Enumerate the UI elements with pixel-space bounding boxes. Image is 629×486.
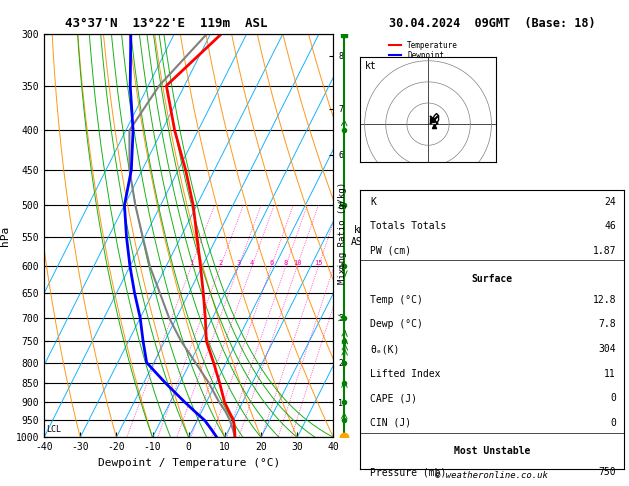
Text: 8: 8 (284, 260, 288, 266)
Text: 12.8: 12.8 (593, 295, 616, 305)
Text: K: K (370, 196, 376, 207)
Legend: Temperature, Dewpoint, Parcel Trajectory, Dry Adiabat, Wet Adiabat, Isotherm, Mi: Temperature, Dewpoint, Parcel Trajectory… (386, 38, 489, 114)
Text: 11: 11 (604, 369, 616, 379)
Text: CAPE (J): CAPE (J) (370, 393, 418, 403)
Text: 1: 1 (189, 260, 193, 266)
Text: 0: 0 (610, 418, 616, 428)
Text: Totals Totals: Totals Totals (370, 221, 447, 231)
Y-axis label: hPa: hPa (0, 226, 10, 246)
Text: 24: 24 (604, 196, 616, 207)
Text: Temp (°C): Temp (°C) (370, 295, 423, 305)
Text: 10: 10 (293, 260, 301, 266)
Text: 43°37'N  13°22'E  119m  ASL: 43°37'N 13°22'E 119m ASL (65, 17, 268, 30)
Text: 304: 304 (598, 344, 616, 354)
Text: θₑ(K): θₑ(K) (370, 344, 400, 354)
Text: Surface: Surface (471, 274, 513, 284)
Text: 46: 46 (604, 221, 616, 231)
Text: Dewp (°C): Dewp (°C) (370, 319, 423, 330)
Text: Lifted Index: Lifted Index (370, 369, 441, 379)
Text: PW (cm): PW (cm) (370, 246, 411, 256)
Text: LCL: LCL (46, 425, 61, 434)
Text: 0: 0 (610, 393, 616, 403)
Text: CIN (J): CIN (J) (370, 418, 411, 428)
Text: kt: kt (365, 61, 376, 71)
Text: 7.8: 7.8 (598, 319, 616, 330)
Text: 15: 15 (314, 260, 323, 266)
Text: 4: 4 (250, 260, 254, 266)
Text: © weatheronline.co.uk: © weatheronline.co.uk (435, 471, 548, 480)
Text: 3: 3 (237, 260, 241, 266)
Text: Most Unstable: Most Unstable (454, 446, 530, 456)
Text: Pressure (mb): Pressure (mb) (370, 467, 447, 477)
Text: 6: 6 (269, 260, 274, 266)
Text: 30.04.2024  09GMT  (Base: 18): 30.04.2024 09GMT (Base: 18) (389, 17, 595, 30)
X-axis label: Dewpoint / Temperature (°C): Dewpoint / Temperature (°C) (97, 458, 280, 468)
Y-axis label: km
ASL: km ASL (351, 225, 369, 246)
Text: Mixing Ratio (g/kg): Mixing Ratio (g/kg) (338, 182, 347, 284)
Text: 2: 2 (218, 260, 223, 266)
Text: 750: 750 (598, 467, 616, 477)
Text: 1.87: 1.87 (593, 246, 616, 256)
